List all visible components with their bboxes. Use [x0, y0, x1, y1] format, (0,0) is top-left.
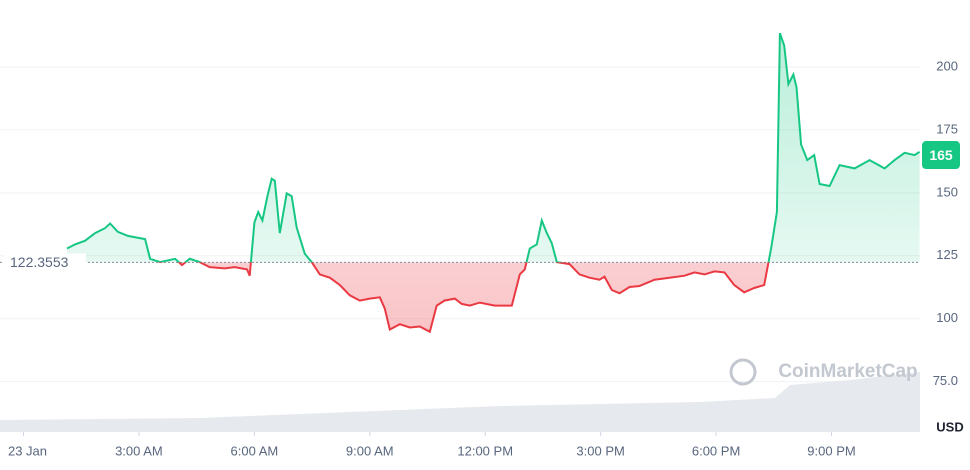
- y-tick-label: 200: [936, 58, 958, 73]
- watermark-logo: [729, 358, 757, 386]
- area-up: [67, 33, 920, 263]
- x-tick-label: 12:00 PM: [457, 443, 513, 458]
- price-tag-label: 165: [929, 147, 953, 163]
- y-tick-label: 150: [936, 184, 958, 199]
- x-tick-label: 6:00 PM: [692, 443, 740, 458]
- y-tick-label: 75.0: [933, 373, 958, 388]
- y-tick-label: 125: [936, 247, 958, 262]
- x-tick-label: 23 Jan: [8, 443, 47, 458]
- y-tick-label: 175: [936, 121, 958, 136]
- price-tag: [922, 141, 960, 170]
- y-tick-label: 100: [936, 310, 958, 325]
- watermark: CoinMarketCap: [778, 361, 917, 382]
- x-tick-label: 9:00 PM: [807, 443, 855, 458]
- baseline-label: 122.3553: [10, 254, 69, 270]
- x-tick-label: 9:00 AM: [346, 443, 394, 458]
- x-tick-label: 6:00 AM: [231, 443, 279, 458]
- baseline-label-bg: [4, 253, 86, 272]
- x-tick-label: 3:00 PM: [576, 443, 624, 458]
- price-line-up: [66, 32, 921, 263]
- y-unit: USD: [936, 419, 963, 434]
- area-down: [179, 262, 769, 332]
- x-tick-label: 3:00 AM: [115, 443, 163, 458]
- volume-area: [0, 372, 920, 432]
- price-line-down: [157, 262, 770, 334]
